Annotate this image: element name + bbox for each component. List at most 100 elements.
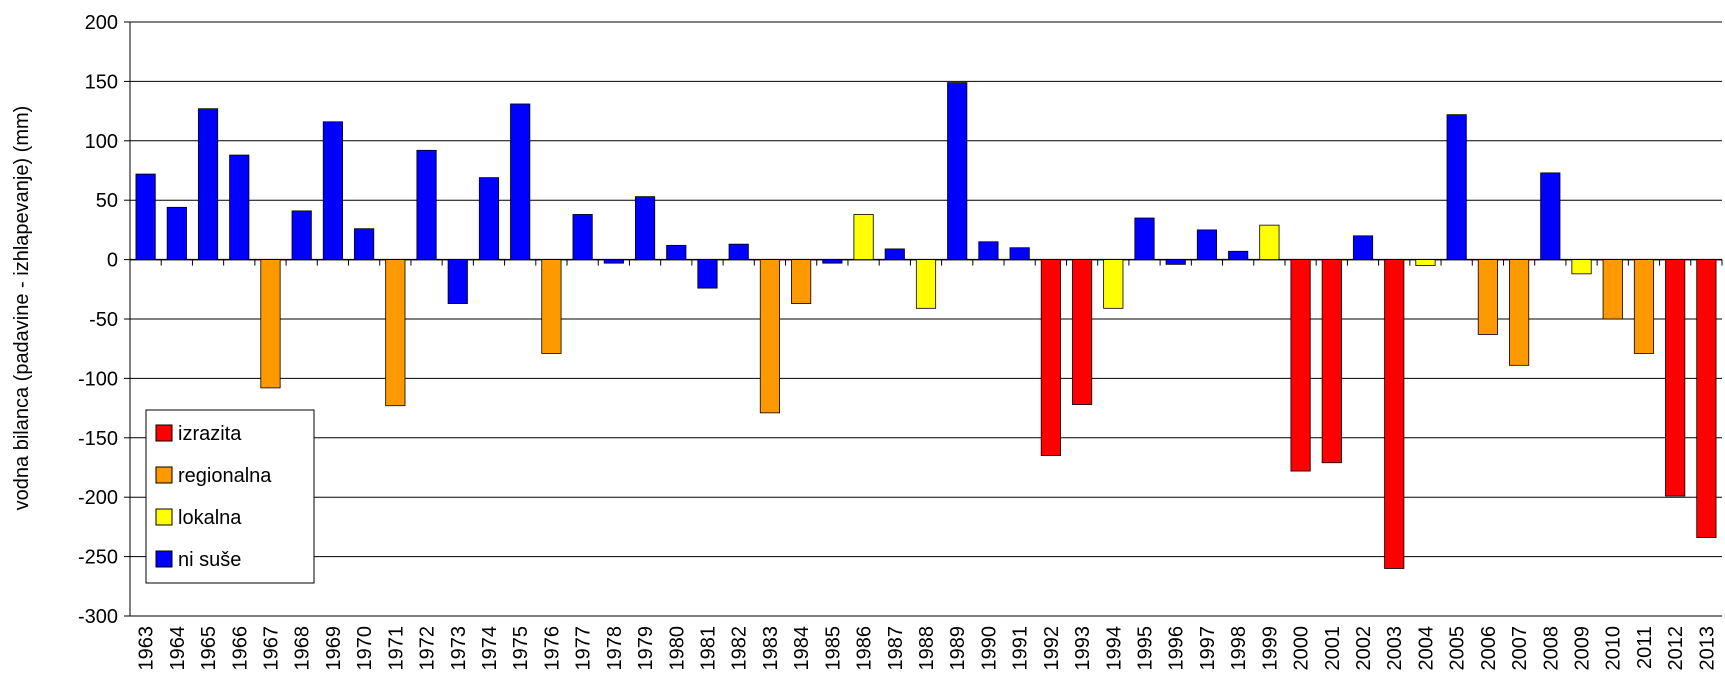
x-tick-label: 1991 [1010,626,1032,671]
bar [416,149,437,260]
x-tick-label: 2003 [1384,626,1406,671]
x-tick-label: 1966 [229,626,251,671]
legend-swatch [155,508,173,526]
x-tick-label: 1990 [978,626,1000,671]
y-tick-label: 150 [85,71,118,93]
bar [1290,259,1311,472]
x-tick-label: 1973 [448,626,470,671]
x-tick-label: 1992 [1041,626,1063,671]
y-tick-label: -200 [78,487,118,509]
x-tick-label: 2005 [1447,626,1469,671]
x-tick-label: 1979 [635,626,657,671]
x-tick-label: 2013 [1696,626,1718,671]
x-tick-label: 1994 [1103,626,1125,671]
x-tick-label: 2006 [1478,626,1500,671]
x-tick-label: 1981 [697,626,719,671]
x-tick-label: 2000 [1291,626,1313,671]
bar [1602,259,1623,320]
x-tick-label: 2004 [1415,626,1437,671]
bar [697,259,718,289]
legend-label: regionalna [178,465,272,487]
y-tick-label: 100 [85,131,118,153]
bar [291,210,312,260]
bar [572,214,593,260]
x-tick-label: 2011 [1634,626,1656,669]
bar [759,259,780,414]
x-tick-label: 1997 [1197,626,1219,671]
bar [510,103,531,261]
x-tick-label: 1980 [666,626,688,671]
y-axis-label: vodna bilanca (padavine - izhlapevanje) … [11,106,33,511]
x-tick-label: 1968 [292,626,314,671]
x-tick-label: 2008 [1540,626,1562,671]
x-tick-label: 1984 [791,626,813,671]
x-tick-label: 1998 [1228,626,1250,671]
y-tick-label: -300 [78,606,118,628]
x-tick-label: 2010 [1603,626,1625,671]
x-tick-label: 1987 [885,626,907,671]
x-tick-label: 2007 [1509,626,1531,671]
bar [1134,217,1155,261]
bar [1509,259,1530,366]
bar [1446,114,1467,261]
bar [603,259,624,264]
bar [634,196,656,261]
x-tick-label: 2001 [1322,626,1344,671]
x-tick-label: 2009 [1572,626,1594,671]
bar [1540,172,1561,261]
bar [354,228,375,261]
bar [1384,259,1405,569]
legend-swatch [155,424,173,442]
legend-swatch [155,550,173,568]
legend-label: lokalna [178,507,242,529]
bar [385,259,406,407]
bar [1477,259,1498,335]
bar [853,214,874,260]
bar [1196,229,1218,260]
legend-box [145,409,315,584]
y-tick-label: 50 [96,190,118,212]
bar [1633,259,1655,354]
bar [1415,259,1436,266]
bar [1571,259,1592,275]
x-tick-label: 1977 [573,626,595,671]
bar [1103,259,1124,309]
x-tick-label: 1967 [260,626,282,671]
bar [1665,259,1686,497]
bar [728,243,749,261]
x-tick-label: 1972 [417,626,439,671]
bar [478,177,500,261]
y-tick-label: -250 [78,547,118,569]
x-tick-label: 1983 [760,626,782,671]
x-tick-label: 1964 [167,626,189,671]
x-tick-label: 1986 [854,626,876,671]
bar [884,248,905,261]
bar [666,244,687,260]
x-tick-label: 1976 [541,626,563,671]
bar [1696,259,1717,538]
y-tick-label: 200 [85,12,118,34]
x-tick-label: 1965 [198,626,220,671]
bar [135,173,156,260]
bar [915,259,937,309]
x-tick-label: 2002 [1353,626,1375,671]
bar [260,259,281,389]
bar [1321,259,1342,464]
legend-swatch [155,466,173,484]
x-tick-label: 1996 [1166,626,1188,671]
x-tick-label: 1970 [354,626,376,671]
bar [322,121,343,260]
bar [791,259,812,304]
y-tick-label: -150 [78,428,118,450]
x-tick-label: 1978 [604,626,626,671]
x-tick-label: 1988 [916,626,938,671]
bar [229,154,250,260]
y-tick-label: -50 [89,309,118,331]
bar [1259,224,1280,260]
x-tick-label: 1975 [510,626,532,671]
x-tick-label: 1969 [323,626,345,671]
bar [978,241,999,260]
y-tick-label: -100 [78,368,118,390]
bar [541,259,562,354]
